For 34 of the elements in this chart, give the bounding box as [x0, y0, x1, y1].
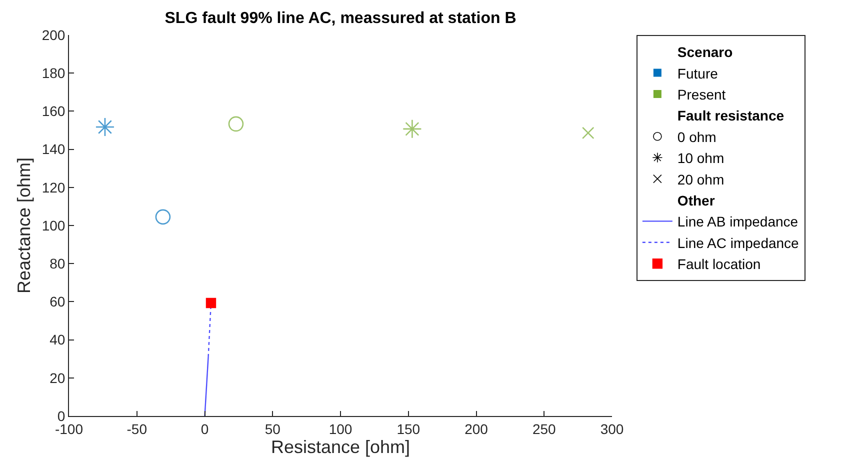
y-tick-label: 160: [42, 103, 66, 120]
legend-label: Fault location: [677, 256, 761, 272]
x-tick-label: 150: [396, 420, 420, 437]
chart-title: SLG fault 99% line AC, meassured at station B: [164, 10, 516, 27]
y-tick-label: 120: [42, 179, 66, 196]
text: Scenaro: [677, 44, 733, 60]
y-tick-label: 200: [42, 26, 66, 43]
legend-label: Line AC impedance: [677, 234, 800, 251]
legend-label: Line AB impedance: [677, 214, 798, 230]
legend-label: Present: [677, 86, 726, 102]
x-tick-label: 250: [532, 420, 556, 437]
y-tick-label: 100: [42, 217, 66, 234]
y-tick-label: 60: [50, 294, 66, 310]
point: [206, 298, 216, 308]
x-tick-label: -50: [126, 420, 148, 437]
y-tick-label: 40: [50, 332, 66, 348]
y-tick-label: 140: [42, 141, 66, 158]
point: [228, 116, 244, 132]
x-tick-label: 200: [464, 420, 488, 437]
x-tick-label: 0: [200, 420, 209, 437]
y-tick-label: 180: [42, 65, 66, 81]
legend-label: Future: [677, 65, 718, 82]
y-tick-label: 80: [50, 256, 66, 272]
x-tick-label: 50: [264, 420, 281, 437]
y-tick-label: 20: [50, 370, 66, 386]
text: Fault resistance: [677, 108, 784, 124]
x-axis-title: Resistance [ohm]: [270, 436, 410, 457]
legend-label: 10 ohm: [677, 150, 724, 166]
legend-label: 0 ohm: [677, 128, 716, 145]
legend-label: 20 ohm: [677, 171, 724, 188]
text: Other: [677, 192, 716, 208]
x-tick-label: 300: [600, 420, 624, 437]
x-tick-label: 100: [328, 420, 352, 437]
y-axis-title: Reactance [ohm]: [14, 157, 34, 294]
